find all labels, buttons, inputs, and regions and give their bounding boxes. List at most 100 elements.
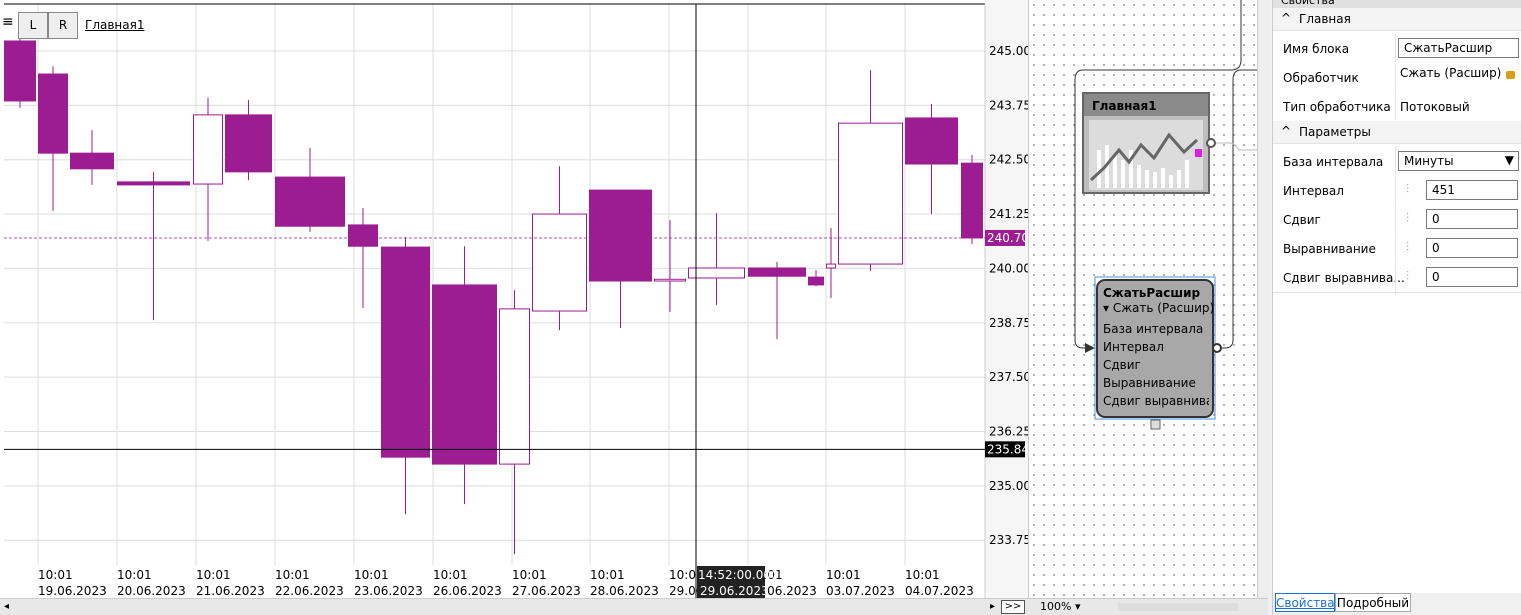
h-scrollbar[interactable]: ◂ ▸ >> — [0, 598, 1028, 615]
button-l[interactable]: L — [18, 12, 48, 39]
v-scrollbar[interactable] — [1257, 0, 1269, 598]
property-input[interactable]: 451 — [1426, 180, 1518, 200]
property-row: Имя блока СжатьРасшир — [1273, 34, 1521, 64]
candle-body — [961, 162, 983, 239]
candle-body — [4, 40, 36, 102]
link-out — [1215, 69, 1269, 349]
block-handler-text: Сжать (Расшир) — [1113, 301, 1214, 315]
lock-icon — [1506, 71, 1515, 79]
section-header: ^ Главная — [1273, 8, 1521, 31]
property-input[interactable]: СжатьРасшир — [1398, 38, 1519, 58]
panel-header: Свойства — [1273, 0, 1521, 8]
y-tick-label: 240.00 — [989, 261, 1028, 275]
y-tick-label: 236.25 — [989, 424, 1028, 438]
slider-icon: ⫶ — [1406, 211, 1410, 225]
x-tick-time: 10:01 — [38, 568, 73, 582]
zoom[interactable]: 100% ▾ — [1040, 600, 1081, 613]
block-port — [1212, 343, 1222, 353]
property-value-cell: Потоковый — [1395, 92, 1521, 120]
y-tick-label: 241.25 — [989, 207, 1028, 221]
property-value-cell: Сжать (Расшир) — [1395, 63, 1521, 91]
x-tick-time: 10:01 — [196, 568, 231, 582]
cursor-price-label: 235.84 — [987, 442, 1028, 456]
chart-link[interactable]: Главная1 — [85, 18, 145, 32]
last-price-box — [985, 229, 1025, 246]
scroll-right[interactable]: ▸ — [990, 601, 996, 612]
arrow — [1085, 343, 1095, 353]
x-tick-time: 10:01 — [433, 568, 468, 582]
property-value-cell: ⫶ 0 — [1395, 234, 1521, 262]
diagram-hscroll[interactable] — [1118, 603, 1238, 611]
y-tick-label: 235.00 — [989, 479, 1028, 493]
property-input[interactable]: 0 — [1426, 238, 1518, 258]
link-in — [1074, 0, 1242, 349]
diagram-links: Главная1 СжатьРасшир ▾ Сжать (Расшир) Ба… — [1074, 0, 1269, 430]
x-tick-time: 10:01 — [905, 568, 940, 582]
section-caret: ^ — [1281, 124, 1292, 138]
candle-body — [838, 122, 903, 265]
property-value-cell: ⫶ 451 — [1395, 176, 1521, 204]
property-row: Сдвиг выравнива... ⫶ 0 — [1273, 263, 1521, 293]
property-name: Тип обработчика — [1283, 100, 1391, 114]
x-tick-date: 23.06.2023 — [354, 584, 423, 598]
property-input[interactable]: 0 — [1426, 267, 1518, 287]
x-tick-time: 10:01 — [275, 568, 310, 582]
diagram-canvas[interactable]: Главная1 СжатьРасшир ▾ Сжать (Расшир) Ба… — [1028, 0, 1269, 598]
x-tick-time: 10:01 — [590, 568, 625, 582]
block-handler: ▾ Сжать (Расшир) — [1103, 301, 1214, 315]
y-tick-label: 237.50 — [989, 370, 1028, 384]
property-value: Потоковый — [1400, 100, 1470, 114]
block-port-label: База интервала — [1103, 322, 1203, 336]
candle-body — [381, 246, 430, 458]
y-tick-label: 233.75 — [989, 533, 1028, 547]
candle-body — [589, 189, 652, 282]
x-tick-date: 21.06.2023 — [196, 584, 265, 598]
toolbar: ≡ L R Главная1 — [0, 12, 200, 40]
cursor-time: 14:52:00.000 — [698, 568, 779, 582]
button-r[interactable]: R — [48, 12, 78, 39]
link-preview — [1209, 142, 1269, 151]
candle-body — [808, 276, 824, 286]
last-price-label: 240.70 — [987, 231, 1028, 245]
cursor-price-box — [985, 441, 1025, 458]
property-input[interactable]: 0 — [1426, 209, 1518, 229]
candle-body — [532, 213, 587, 312]
x-tick-time: 10:01 — [669, 568, 704, 582]
scroll-left[interactable]: ◂ — [4, 601, 10, 612]
preview-port — [1206, 138, 1216, 148]
property-select[interactable]: Минуты ▼ — [1398, 151, 1519, 171]
x-tick-date: 22.06.2023 — [275, 584, 344, 598]
x-tick-date: 04.07.2023 — [905, 584, 974, 598]
property-name: Интервал — [1283, 184, 1344, 198]
menu-icon[interactable]: ≡ — [2, 14, 14, 30]
section-title: Главная — [1299, 12, 1351, 26]
y-tick-label: 242.50 — [989, 153, 1028, 167]
block-port-label: Выравнивание — [1103, 376, 1196, 390]
candle-body — [432, 284, 497, 465]
cursor-date: 29.06.2023 — [700, 584, 769, 598]
x-tick-time: 10:01 — [117, 568, 152, 582]
x-tick-time: 10:01 — [354, 568, 389, 582]
tab-properties[interactable]: Свойства — [1275, 593, 1335, 612]
x-tick-date: 30.06.2023 — [748, 584, 817, 598]
candle-body — [499, 308, 530, 465]
ports: База интервала Интервал Сдвиг Выравнивание С… — [1103, 322, 1225, 408]
tab-details[interactable]: Подробный — [1335, 593, 1411, 612]
candle-body — [117, 181, 190, 186]
zoom-value: 100% — [1040, 600, 1072, 613]
property-value-cell: СжатьРасшир — [1395, 34, 1521, 62]
candle-body — [348, 224, 378, 247]
property-name: Обработчик — [1283, 71, 1359, 85]
candle-body — [225, 114, 272, 173]
x-tick-date: 03.07.2023 — [826, 584, 895, 598]
block-port-label: Сдвиг выравнивані — [1103, 394, 1225, 408]
slider-icon: ⫶ — [1406, 240, 1410, 254]
property-row: Тип обработчика Потоковый — [1273, 92, 1521, 122]
property-row: Сдвиг ⫶ 0 — [1273, 205, 1521, 235]
property-value: Минуты — [1404, 154, 1454, 168]
y-tick-label: 238.75 — [989, 316, 1028, 330]
scroll-end-button[interactable]: >> — [1001, 600, 1025, 614]
property-name: Сдвиг выравнива... — [1283, 271, 1405, 285]
block-port-label: Сдвиг — [1103, 358, 1141, 372]
candle-body — [688, 267, 745, 279]
